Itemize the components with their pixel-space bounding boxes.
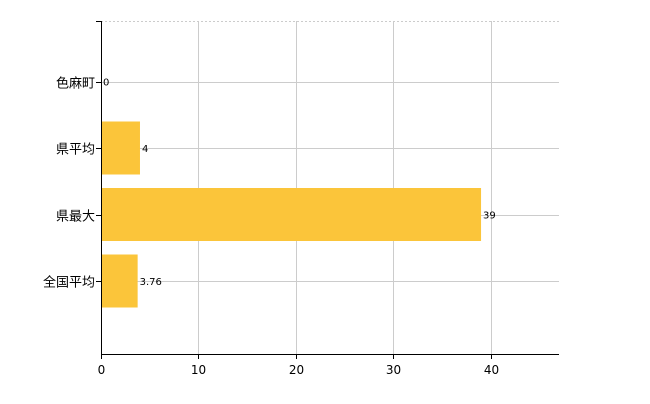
category-label: 全国平均 bbox=[43, 275, 95, 291]
bar bbox=[101, 254, 138, 308]
category-label: 色麻町 bbox=[56, 76, 95, 92]
data-label: 4 bbox=[142, 144, 148, 155]
x-tick-label: 20 bbox=[289, 363, 304, 377]
data-label: 3.76 bbox=[140, 277, 162, 288]
bar-layer bbox=[101, 121, 482, 308]
category-label: 県平均 bbox=[56, 143, 95, 158]
bar bbox=[101, 188, 482, 241]
x-tick-label: 40 bbox=[484, 363, 499, 377]
x-tick-label: 10 bbox=[191, 363, 206, 377]
x-tick-label: 30 bbox=[386, 363, 401, 377]
bar bbox=[101, 121, 140, 175]
grid-layer bbox=[101, 21, 559, 354]
x-tick-label: 0 bbox=[98, 363, 106, 377]
category-label: 県最大 bbox=[56, 210, 95, 225]
data-label: 39 bbox=[483, 211, 496, 222]
axis-layer bbox=[96, 21, 559, 359]
data-label: 0 bbox=[103, 78, 109, 89]
